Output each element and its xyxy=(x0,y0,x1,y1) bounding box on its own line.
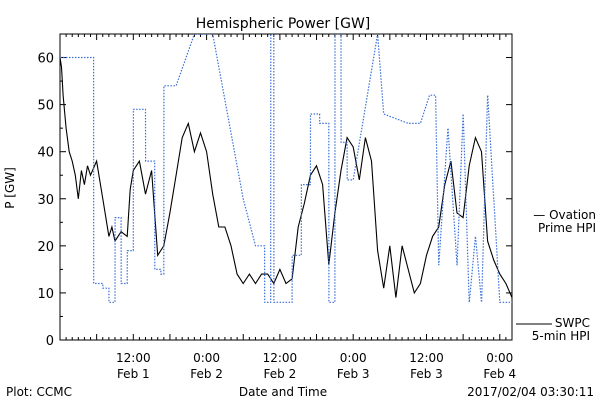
legend-ovation-line2: Prime HPI xyxy=(538,221,596,235)
x-tick-label-0-date: Feb 1 xyxy=(117,367,150,381)
y-tick-label-60: 60 xyxy=(37,52,54,67)
footer-timestamp: 2017/02/04 03:30:11 xyxy=(467,385,594,399)
y-tick-label-50: 50 xyxy=(37,99,54,114)
x-tick-label-1-date: Feb 2 xyxy=(190,367,223,381)
footer-plot-credit: Plot: CCMC xyxy=(6,385,72,399)
x-axis-label: Date and Time xyxy=(239,385,327,399)
series-line-ovation xyxy=(60,34,512,303)
y-tick-label-10: 10 xyxy=(37,287,54,302)
legend-swpc-line1: SWPC xyxy=(555,316,590,330)
x-tick-label-5-date: Feb 4 xyxy=(483,367,516,381)
x-tick-label-4-time: 12:00 xyxy=(409,351,444,365)
y-tick-label-20: 20 xyxy=(37,240,54,255)
legend-swpc-line2: 5-min HPI xyxy=(532,329,590,343)
x-tick-label-3-time: 0:00 xyxy=(340,351,367,365)
chart-title: Hemispheric Power [GW] xyxy=(196,16,371,32)
y-axis-label: P [GW] xyxy=(3,167,17,209)
y-tick-label-0: 0 xyxy=(46,334,54,349)
legend-ovation-line1: — Ovation xyxy=(533,208,596,222)
x-tick-label-4-date: Feb 3 xyxy=(410,367,443,381)
x-tick-label-2-date: Feb 2 xyxy=(264,367,297,381)
x-tick-label-3-date: Feb 3 xyxy=(337,367,370,381)
y-tick-label-40: 40 xyxy=(37,146,54,161)
x-tick-label-1-time: 0:00 xyxy=(193,351,220,365)
plot-area: 0 10 20 30 40 50 60 12:00 Feb 1 0:00 Feb 2 12:00 Feb… xyxy=(37,33,516,381)
x-tick-label-0-time: 12:00 xyxy=(116,351,151,365)
x-tick-label-2-time: 12:00 xyxy=(263,351,298,365)
x-tick-label-5-time: 0:00 xyxy=(486,351,513,365)
series-line-swpc xyxy=(60,57,512,298)
y-tick-label-30: 30 xyxy=(37,193,54,208)
